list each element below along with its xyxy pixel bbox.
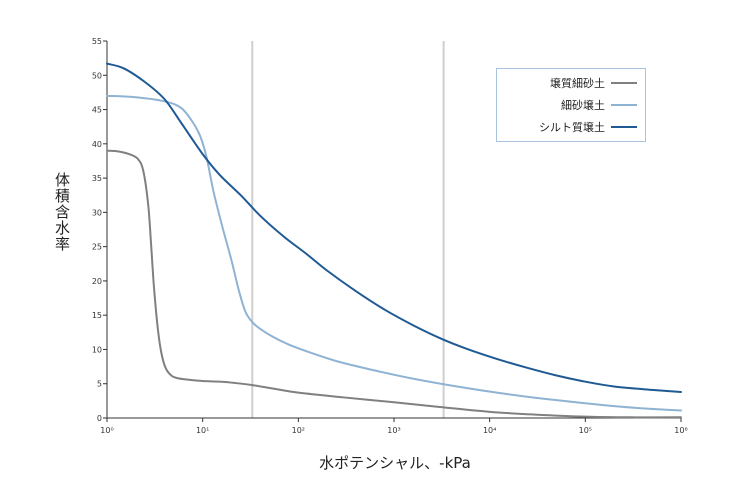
y-tick-label: 10: [92, 345, 102, 354]
tick-labels: 0 5 10 15 20 25 30 35 40 45 50 55 10⁰ 10¹ 10² 10³ 10⁴ 10⁵…: [92, 37, 688, 435]
legend-item-fine-sandy-loam: 細砂壌土: [561, 97, 637, 113]
y-tick-label: 45: [92, 106, 102, 115]
legend-swatch: [611, 104, 637, 106]
legend-label: シルト質壌土: [539, 121, 605, 134]
x-tick-label: 10²: [292, 426, 305, 435]
x-tick-label: 10⁴: [483, 426, 496, 435]
y-tick-label: 55: [92, 37, 102, 46]
legend-item-silt-loam: シルト質壌土: [539, 119, 637, 135]
y-tick-label: 50: [92, 71, 102, 80]
y-tick-label: 5: [97, 380, 102, 389]
y-tick-label: 20: [92, 277, 102, 286]
y-tick-label: 30: [92, 208, 102, 217]
series-lines: [106, 62, 682, 419]
reference-lines: [251, 41, 445, 418]
x-axis-label: 水ポテンシャル、-kPa: [319, 454, 471, 472]
y-axis-label: 体積含水率: [53, 172, 71, 252]
y-tick-label: 40: [92, 140, 102, 149]
axes: [103, 40, 682, 422]
y-tick-label: 25: [92, 243, 102, 252]
y-tick-label: 15: [92, 311, 102, 320]
legend-item-loamy-fine-sand: 壌質細砂土: [550, 75, 637, 91]
legend-label: 細砂壌土: [561, 99, 605, 112]
legend-swatch: [611, 82, 637, 84]
x-tick-label: 10⁰: [100, 426, 113, 435]
x-tick-label: 10³: [387, 426, 400, 435]
series-line-0: [106, 149, 682, 419]
y-tick-label: 35: [92, 174, 102, 183]
x-tick-label: 10¹: [196, 426, 209, 435]
y-tick-label: 0: [97, 414, 102, 423]
series-line-1: [106, 94, 682, 412]
x-tick-label: 10⁶: [674, 426, 687, 435]
x-tick-label: 10⁵: [579, 426, 592, 435]
legend-label: 壌質細砂土: [550, 77, 605, 90]
series-line-2: [106, 62, 682, 393]
legend-swatch: [611, 126, 637, 128]
legend: 壌質細砂土 細砂壌土 シルト質壌土: [496, 68, 646, 142]
